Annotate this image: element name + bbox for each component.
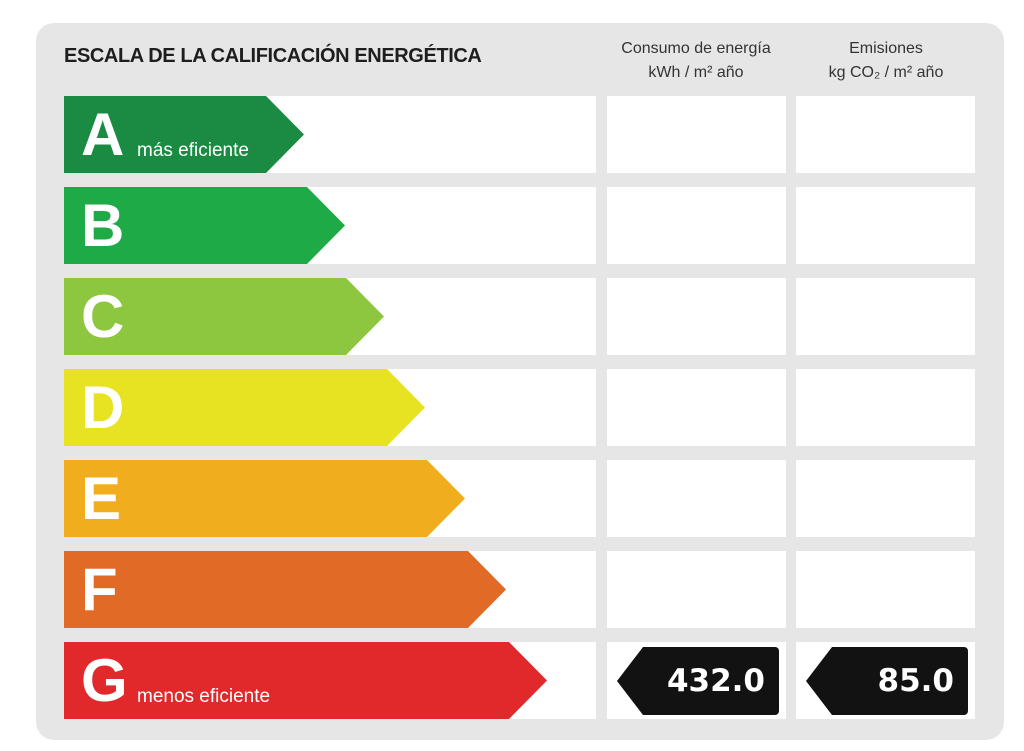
row-class-b: B (64, 187, 596, 264)
row-class-d: D (64, 369, 596, 446)
row-class-c: C (64, 278, 596, 355)
class-letter-d: D (81, 374, 125, 441)
consumo-rating-badge: 432.0 (617, 647, 779, 715)
consumo-cell-b (607, 187, 786, 264)
emisiones-cell-b (796, 187, 975, 264)
row-class-e: E (64, 460, 596, 537)
class-letter-c: C (81, 283, 125, 350)
emisiones-cell-e (796, 460, 975, 537)
arrow-class-e: E (64, 460, 465, 537)
arrow-class-b: B (64, 187, 345, 264)
consumo-header: Consumo de energía kWh / m² año (606, 37, 786, 85)
emisiones-rating-badge: 85.0 (806, 647, 968, 715)
emisiones-cell-a (796, 96, 975, 173)
consumo-header-line1: Consumo de energía (621, 40, 771, 57)
consumo-cell-a (607, 96, 786, 173)
row-class-g: G menos eficiente (64, 642, 596, 719)
consumo-header-unit: kWh / m² año (648, 64, 744, 81)
arrow-class-f: F (64, 551, 506, 628)
consumo-cell-c (607, 278, 786, 355)
class-description-a: más eficiente (137, 140, 249, 161)
class-letter-f: F (81, 556, 118, 623)
class-letter-g: G (81, 647, 128, 714)
emisiones-header: Emisiones kg CO₂ / m² año (796, 37, 976, 85)
arrow-class-a: A más eficiente (64, 96, 304, 173)
class-letter-a: A (81, 101, 125, 168)
emisiones-value: 85.0 (877, 663, 955, 699)
emisiones-cell-f (796, 551, 975, 628)
emisiones-header-unit: kg CO₂ / m² año (828, 64, 944, 81)
emisiones-cell-g: 85.0 (796, 642, 975, 719)
energy-label-card: ESCALA DE LA CALIFICACIÓN ENERGÉTICA Con… (36, 23, 1004, 740)
emisiones-header-line1: Emisiones (849, 40, 923, 57)
consumo-cell-d (607, 369, 786, 446)
emisiones-cell-c (796, 278, 975, 355)
class-letter-e: E (81, 465, 122, 532)
consumo-cell-f (607, 551, 786, 628)
row-class-f: F (64, 551, 596, 628)
emisiones-cell-d (796, 369, 975, 446)
arrow-class-g: G menos eficiente (64, 642, 547, 719)
class-letter-b: B (81, 192, 125, 259)
label-title: ESCALA DE LA CALIFICACIÓN ENERGÉTICA (64, 45, 482, 67)
arrow-class-d: D (64, 369, 425, 446)
row-class-a: A más eficiente (64, 96, 596, 173)
consumo-cell-e (607, 460, 786, 537)
arrow-class-c: C (64, 278, 384, 355)
consumo-cell-g: 432.0 (607, 642, 786, 719)
consumo-value: 432.0 (666, 663, 765, 699)
class-description-g: menos eficiente (137, 686, 271, 707)
